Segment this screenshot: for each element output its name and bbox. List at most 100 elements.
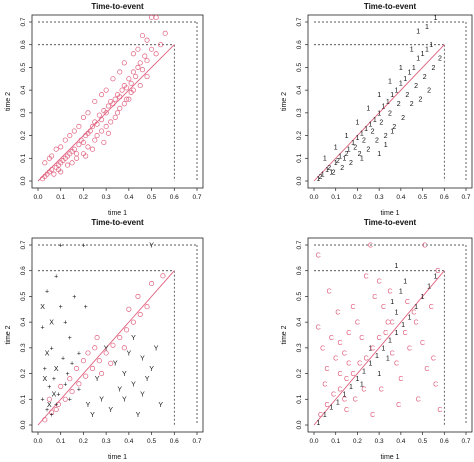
data-point: 2 <box>336 158 340 165</box>
y-tick-label: 0.7 <box>296 17 303 26</box>
x-tick-label: 0.6 <box>170 194 179 201</box>
data-point: 1 <box>360 131 364 138</box>
identity-line <box>37 270 175 426</box>
data-point: C <box>338 371 343 378</box>
data-point <box>117 94 123 100</box>
data-point: 2 <box>319 174 323 181</box>
data-point <box>124 96 130 102</box>
data-point: Y <box>99 397 104 404</box>
data-point: 1 <box>399 65 403 72</box>
data-point: C <box>353 397 358 404</box>
data-point: + <box>40 397 44 404</box>
data-point: Y <box>145 376 150 383</box>
data-point: 1 <box>388 78 392 85</box>
data-point <box>108 360 114 366</box>
data-point: X <box>54 366 59 373</box>
data-point: + <box>72 294 76 301</box>
data-point: C <box>364 273 369 280</box>
data-point: 1 <box>342 156 346 163</box>
data-point <box>130 319 136 325</box>
data-point <box>89 146 96 152</box>
data-point <box>128 80 134 86</box>
data-point <box>49 167 55 173</box>
data-point <box>99 371 105 377</box>
data-point: C <box>403 330 408 337</box>
data-point: C <box>331 392 336 399</box>
x-tick-label: 0.7 <box>461 194 470 201</box>
data-point <box>149 14 155 21</box>
x-tick-label: 0.5 <box>147 438 156 445</box>
data-point: 2 <box>362 138 366 145</box>
y-tick-label: 0.2 <box>20 369 27 378</box>
y-tick-label: 0.0 <box>296 420 303 429</box>
data-point: Y <box>127 350 132 357</box>
data-point: 2 <box>366 147 370 154</box>
data-point: C <box>390 320 395 327</box>
data-point <box>105 130 111 136</box>
y-axis-label: time 2 <box>5 325 12 344</box>
data-point: + <box>50 345 54 352</box>
data-point: C <box>398 376 403 383</box>
data-point <box>139 67 146 73</box>
data-point: 1 <box>384 142 388 149</box>
data-point <box>53 146 59 152</box>
data-point: + <box>47 384 51 391</box>
x-tick-label: 0.5 <box>418 438 427 445</box>
data-point: C <box>431 356 436 363</box>
chart-title: Time-to-event <box>91 218 144 227</box>
y-tick-label: 0.0 <box>20 420 27 429</box>
data-point: Y <box>154 345 159 352</box>
data-point: C <box>351 304 356 311</box>
data-point <box>105 103 111 109</box>
data-point: 1 <box>388 338 392 345</box>
data-point <box>162 30 168 36</box>
data-point: 1 <box>362 368 366 375</box>
data-point: 1 <box>375 353 379 360</box>
data-point: 1 <box>325 167 329 174</box>
data-point: + <box>77 386 81 393</box>
data-point: + <box>77 350 81 357</box>
data-point <box>135 46 141 52</box>
data-point <box>96 358 102 364</box>
data-point: 2 <box>358 151 362 158</box>
data-point: + <box>68 335 72 342</box>
data-point <box>99 128 105 134</box>
data-point: 1 <box>323 156 327 163</box>
data-point: C <box>377 335 382 342</box>
data-point: 1 <box>349 384 353 391</box>
data-point <box>144 73 150 80</box>
y-tick-label: 0.5 <box>20 63 27 72</box>
data-point: C <box>342 397 347 404</box>
data-point <box>62 137 68 143</box>
x-axis-label: time 1 <box>380 210 399 217</box>
y-tick-label: 0.6 <box>296 266 303 275</box>
data-point <box>80 114 86 120</box>
data-point <box>135 293 141 299</box>
data-point: 1 <box>401 322 405 329</box>
data-point <box>94 335 100 341</box>
data-point <box>85 144 91 150</box>
data-point <box>117 105 123 111</box>
data-point: 1 <box>399 81 403 88</box>
x-tick-label: 0.5 <box>418 194 427 201</box>
data-point: 2 <box>384 133 388 140</box>
data-point <box>74 155 80 161</box>
x-tick-label: 0.0 <box>309 438 318 445</box>
chart-title: Time-to-event <box>364 2 417 11</box>
data-point: 1 <box>323 412 327 419</box>
chart-panel-1: Time-to-event time 1 time 2 0.0 0.1 0.2 0.3 0.4… <box>5 2 204 217</box>
data-point <box>83 153 89 159</box>
data-point: 1 <box>390 92 394 99</box>
y-tick-label: 0.3 <box>296 108 303 117</box>
data-point <box>144 37 150 43</box>
data-point <box>49 409 55 415</box>
data-point <box>80 358 86 364</box>
data-point <box>69 389 75 395</box>
data-point: + <box>65 371 69 378</box>
y-tick-label: 0.7 <box>20 17 27 26</box>
data-point: 1 <box>395 330 399 337</box>
data-point: C <box>364 356 369 363</box>
data-point <box>62 396 68 402</box>
y-tick-label: 0.3 <box>296 343 303 352</box>
data-point: X <box>45 350 50 357</box>
